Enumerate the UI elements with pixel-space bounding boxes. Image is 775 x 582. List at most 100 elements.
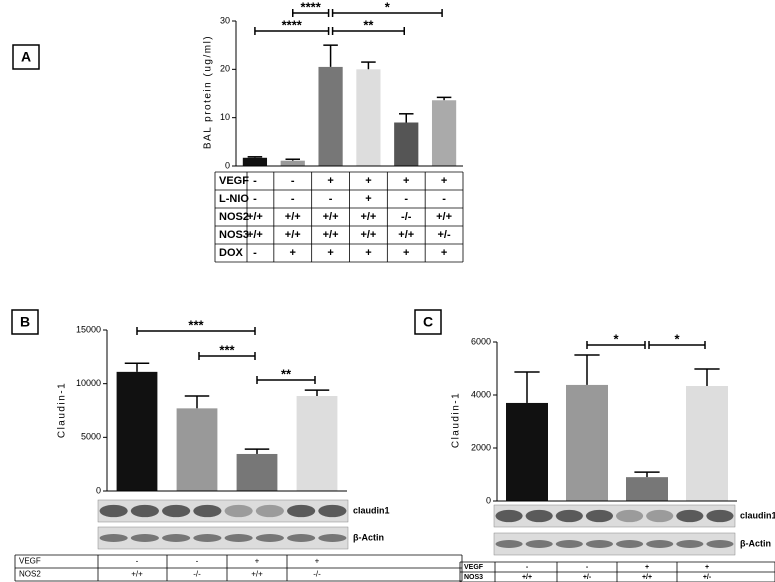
- bar: [356, 69, 381, 166]
- y-tick-label: 0: [225, 160, 230, 170]
- y-tick-label: 6000: [471, 336, 491, 346]
- condition-label: L-NIO: [219, 193, 249, 205]
- bar: [116, 371, 158, 491]
- panel-box: [12, 44, 40, 70]
- condition-label: NOS3: [464, 574, 483, 581]
- condition-value: -: [253, 193, 257, 205]
- condition-value: +: [315, 557, 320, 566]
- condition-value: -: [404, 193, 408, 205]
- condition-value: +/+: [285, 229, 301, 241]
- bar: [431, 100, 457, 166]
- condition-label: NOS3: [219, 229, 249, 241]
- y-tick-label: 4000: [471, 389, 491, 399]
- blot-band: [676, 540, 704, 548]
- significance: ****: [282, 17, 303, 32]
- condition-value: -: [526, 564, 529, 571]
- blot-band: [525, 540, 553, 548]
- condition-value: +: [645, 564, 649, 571]
- blot-band: [646, 509, 674, 523]
- condition-label: VEGF: [19, 557, 41, 566]
- blot-band: [287, 534, 316, 542]
- condition-value: +: [327, 247, 333, 259]
- blot-background: [97, 526, 349, 550]
- condition-value: +: [441, 175, 447, 187]
- y-axis-label: Claudin-1: [57, 382, 68, 438]
- y-tick-label: 20: [220, 64, 230, 74]
- bar: [318, 66, 343, 166]
- blot-band: [555, 509, 583, 523]
- significance: ****: [301, 0, 322, 14]
- condition-value: +/+: [522, 574, 532, 581]
- bar: [626, 477, 668, 501]
- condition-value: -: [196, 557, 199, 566]
- condition-value: +/+: [360, 229, 376, 241]
- y-axis-label: BAL protein (ug/ml): [203, 35, 214, 149]
- y-tick-label: 0: [486, 495, 491, 505]
- blot-background: [97, 499, 349, 523]
- blot-band: [162, 504, 191, 518]
- bar: [236, 453, 278, 491]
- condition-value: +: [365, 193, 371, 205]
- condition-value: +/+: [398, 229, 414, 241]
- condition-value: -: [253, 247, 257, 259]
- bar: [506, 402, 548, 501]
- blot-band: [646, 540, 674, 548]
- condition-label: NOS2: [19, 570, 41, 579]
- panel-label: B: [20, 314, 30, 330]
- blot-band: [676, 509, 704, 523]
- condition-value: -/-: [193, 570, 201, 579]
- condition-label: VEGF: [219, 175, 249, 187]
- condition-value: +/+: [247, 229, 263, 241]
- blot-label: claudin1: [740, 510, 775, 520]
- y-tick-label: 15000: [76, 324, 101, 334]
- condition-value: -: [291, 193, 295, 205]
- blot-band: [193, 534, 222, 542]
- condition-value: +/+: [323, 211, 339, 223]
- y-tick-label: 0: [96, 485, 101, 495]
- blot-band: [318, 534, 347, 542]
- blot-label: β-Actin: [740, 538, 771, 548]
- significance: ***: [219, 342, 235, 357]
- blot-band: [555, 540, 583, 548]
- blot-band: [585, 509, 613, 523]
- condition-value: +: [290, 247, 296, 259]
- condition-value: +/+: [285, 211, 301, 223]
- condition-value: +: [403, 247, 409, 259]
- condition-value: -/-: [401, 211, 412, 223]
- condition-value: +: [365, 175, 371, 187]
- condition-value: -: [586, 564, 589, 571]
- y-tick-label: 2000: [471, 442, 491, 452]
- panel-label: A: [21, 49, 31, 65]
- condition-value: +/+: [323, 229, 339, 241]
- blot-band: [99, 534, 128, 542]
- blot-band: [495, 509, 523, 523]
- blot-band: [525, 509, 553, 523]
- condition-value: +: [365, 247, 371, 259]
- condition-value: +/+: [642, 574, 652, 581]
- condition-label: VEGF: [464, 564, 484, 571]
- condition-value: +/-: [438, 229, 451, 241]
- blot-band: [255, 534, 284, 542]
- blot-band: [287, 504, 316, 518]
- condition-value: +/+: [247, 211, 263, 223]
- condition-value: +: [255, 557, 260, 566]
- blot-band: [130, 534, 159, 542]
- bar: [296, 396, 338, 491]
- blot-label: claudin1: [353, 505, 390, 515]
- condition-value: +/+: [436, 211, 452, 223]
- panel-box: [414, 309, 442, 335]
- blot-band: [224, 504, 253, 518]
- bar: [242, 157, 268, 166]
- significance: *: [674, 331, 680, 346]
- blot-band: [99, 504, 128, 518]
- bar: [280, 160, 305, 166]
- significance: **: [363, 17, 374, 32]
- condition-value: -: [136, 557, 139, 566]
- blot-band: [130, 504, 159, 518]
- y-tick-label: 10: [220, 112, 230, 122]
- condition-value: +/-: [583, 574, 592, 581]
- condition-value: +/+: [131, 570, 143, 579]
- condition-value: +/+: [360, 211, 376, 223]
- condition-value: +: [441, 247, 447, 259]
